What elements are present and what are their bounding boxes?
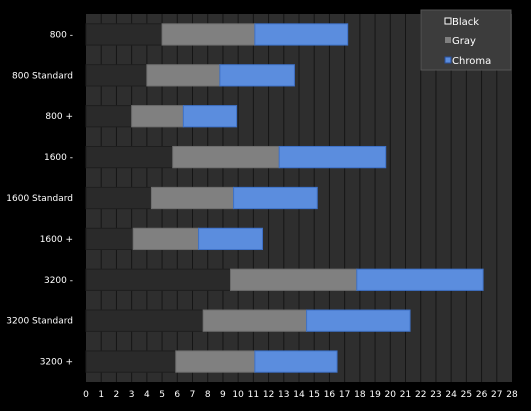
x-tick-label: 28 [506, 390, 518, 400]
x-tick-label: 24 [445, 390, 457, 400]
y-tick-label: 3200 - [44, 276, 73, 286]
x-tick-label: 9 [220, 390, 226, 400]
y-tick-label: 800 Standard [12, 71, 73, 81]
bar-gray-4 [172, 145, 280, 169]
bar-black-2 [85, 64, 148, 87]
bar-black-6 [85, 227, 134, 251]
x-tick-label: 1 [98, 390, 104, 400]
bar-chroma-9 [254, 350, 338, 373]
legend-label-gray: Gray [452, 36, 476, 47]
x-tick-label: 5 [159, 390, 165, 400]
x-tick-labels: 0 1 2 3 4 5 6 7 8 9 10 11 12 13 14 15 16 17 18 19 20 21 22 23 24… [83, 390, 518, 400]
x-tick-label: 22 [415, 390, 426, 400]
x-tick-label: 4 [144, 390, 150, 400]
x-tick-label: 2 [114, 390, 120, 400]
x-tick-label: 26 [476, 390, 488, 400]
bar-gray-5 [150, 186, 235, 210]
bar-chroma-2 [219, 64, 295, 87]
bar-black-3 [85, 105, 133, 128]
x-tick-label: 20 [385, 390, 397, 400]
bar-gray-2 [146, 64, 221, 87]
bar-chroma-8 [306, 309, 411, 332]
x-tick-label: 12 [263, 390, 274, 400]
x-tick-label: 21 [400, 390, 411, 400]
bar-black-4 [85, 145, 174, 169]
y-tick-label: 1600 + [40, 235, 73, 245]
x-tick-label: 16 [324, 390, 336, 400]
bar-black-1 [85, 23, 163, 46]
y-tick-labels: 800 - 800 Standard 800 + 1600 - 1600 Standar… [6, 30, 73, 367]
y-tick-label: 800 - [50, 30, 73, 40]
x-tick-label: 6 [174, 390, 180, 400]
bars-group [85, 23, 484, 373]
bar-chroma-3 [182, 105, 238, 128]
x-tick-label: 15 [308, 390, 319, 400]
x-tick-label: 17 [339, 390, 350, 400]
x-tick-label: 19 [369, 390, 381, 400]
y-tick-label: 3200 + [40, 358, 73, 368]
bar-chroma-4 [278, 145, 387, 169]
x-tick-label: 14 [293, 390, 305, 400]
x-tick-label: 18 [354, 390, 366, 400]
bar-gray-7 [230, 268, 358, 291]
legend-label-chroma: Chroma [452, 56, 491, 67]
x-tick-label: 7 [190, 390, 196, 400]
legend-swatch-gray [445, 37, 451, 43]
x-tick-label: 13 [278, 390, 289, 400]
bar-chroma-7 [356, 268, 484, 291]
x-tick-label: 8 [205, 390, 211, 400]
x-tick-label: 10 [232, 390, 244, 400]
x-tick-label: 27 [491, 390, 502, 400]
bar-black-9 [85, 350, 177, 373]
bar-chroma-5 [233, 186, 318, 210]
x-tick-label: 3 [129, 390, 135, 400]
legend-swatch-black [444, 17, 452, 25]
x-tick-label: 11 [248, 390, 259, 400]
x-tick-label: 25 [461, 390, 472, 400]
y-tick-label: 3200 Standard [6, 317, 73, 327]
bar-black-5 [85, 186, 152, 210]
x-tick-label: 0 [83, 390, 89, 400]
x-tick-label: 23 [430, 390, 441, 400]
bar-chroma-1 [254, 23, 349, 46]
y-tick-label: 800 + [45, 112, 73, 122]
bar-gray-8 [202, 309, 308, 332]
y-tick-label: 1600 Standard [6, 194, 73, 204]
bar-gray-6 [132, 227, 200, 251]
legend-box [420, 9, 512, 71]
legend-swatch-chroma [444, 56, 452, 64]
bar-chroma-6 [198, 227, 263, 251]
bar-gray-3 [131, 105, 184, 128]
bar-gray-1 [161, 23, 256, 46]
legend: Black Gray Chroma [420, 9, 512, 71]
legend-label-black: Black [452, 17, 479, 28]
y-tick-label: 1600 - [44, 153, 73, 163]
bar-black-7 [85, 268, 232, 291]
bar-black-8 [85, 309, 204, 332]
bar-gray-9 [175, 350, 256, 373]
